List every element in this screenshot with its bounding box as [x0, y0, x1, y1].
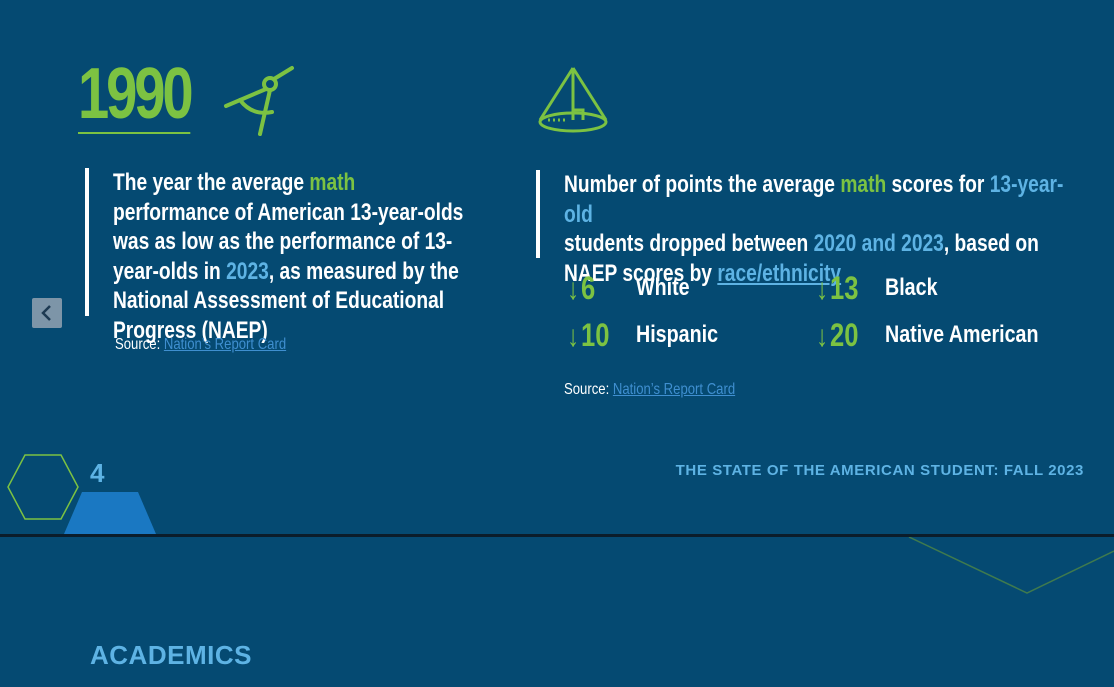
stat-value: 13 — [830, 270, 859, 306]
stat-black: ↓ 13 Black — [816, 270, 938, 307]
page-number: 4 — [90, 458, 105, 488]
right-source: Source: Nation’s Report Card — [564, 381, 736, 398]
nations-report-card-link[interactable]: Nation’s Report Card — [612, 381, 736, 398]
stat-native-american: ↓ 20 Native American — [816, 317, 1039, 354]
stat-label: White — [636, 274, 690, 301]
left-stat-description: The year the average math performance of… — [113, 169, 464, 344]
trapezoid-decoration — [64, 492, 156, 534]
race-ethnicity-link[interactable]: race/ethnicity — [717, 259, 842, 287]
down-arrow-icon: ↓ — [816, 273, 828, 306]
chevron-left-icon — [41, 305, 51, 321]
stat-label: Black — [885, 274, 938, 301]
quote-bar — [85, 168, 89, 316]
right-stat-description: Number of points the average math scores… — [564, 171, 1064, 287]
stat-label: Hispanic — [636, 321, 719, 348]
stat-hispanic: ↓ 10 Hispanic — [567, 317, 718, 354]
report-title: THE STATE OF THE AMERICAN STUDENT: FALL … — [675, 462, 1084, 479]
left-source: Source: Nation’s Report Card — [115, 336, 287, 353]
down-arrow-icon: ↓ — [567, 273, 579, 306]
hexagon-decoration — [7, 454, 79, 520]
compass-icon — [224, 66, 294, 136]
section-title: ACADEMICS — [90, 640, 252, 670]
quote-bar — [536, 170, 540, 258]
big-year-stat: 1990 — [78, 54, 194, 134]
previous-page-button[interactable] — [32, 298, 62, 328]
down-arrow-icon: ↓ — [567, 320, 579, 353]
nations-report-card-link[interactable]: Nation’s Report Card — [163, 336, 287, 353]
stat-white: ↓ 6 White — [567, 270, 690, 307]
chevron-decoration — [908, 537, 1114, 594]
stat-value: 20 — [830, 317, 859, 353]
page-4 — [0, 0, 1114, 535]
stat-value: 6 — [581, 270, 596, 306]
down-arrow-icon: ↓ — [816, 320, 828, 353]
page-divider — [0, 534, 1114, 537]
stat-value: 10 — [581, 317, 610, 353]
cone-icon — [538, 67, 608, 133]
stat-label: Native American — [885, 321, 1039, 348]
page-5 — [0, 537, 1114, 687]
